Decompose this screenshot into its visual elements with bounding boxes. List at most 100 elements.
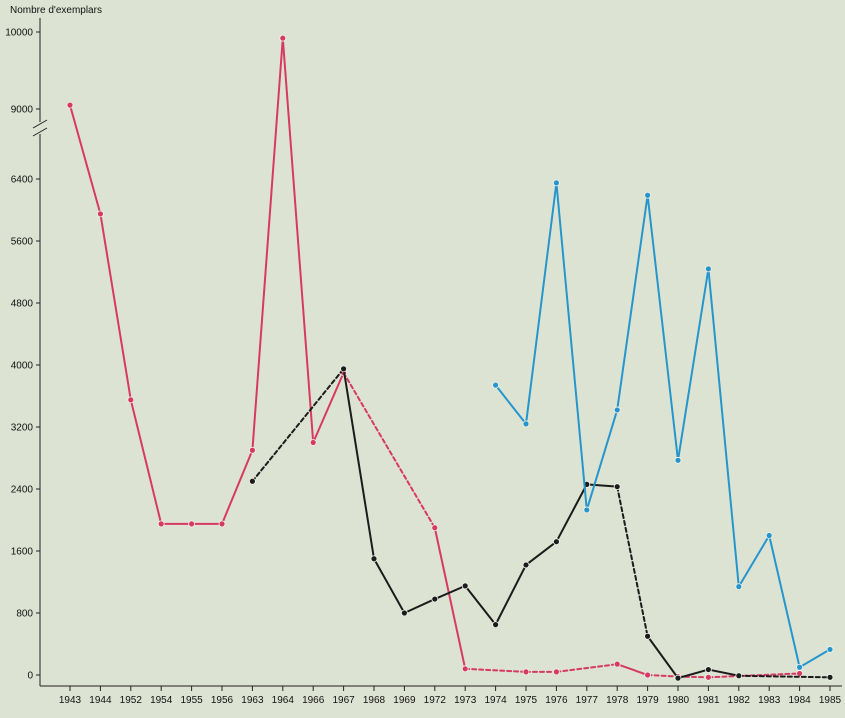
x-tick-label: 1982 <box>728 695 751 706</box>
series-blue-segment <box>646 194 679 462</box>
series-blue-point <box>553 179 560 187</box>
y-tick-label: 10000 <box>5 28 33 39</box>
series-black-segment <box>677 668 710 680</box>
x-tick-label: 1968 <box>363 695 386 706</box>
series-pink-point <box>644 671 651 679</box>
series-black-segment <box>342 367 375 560</box>
series-pink-point <box>157 520 165 528</box>
y-axis-label: Nombre d'exemplars <box>10 5 102 16</box>
x-tick-label: 1985 <box>819 695 842 706</box>
series-black-point <box>492 621 500 629</box>
x-tick-label: 1974 <box>484 695 507 706</box>
series-pink-point <box>613 660 621 668</box>
x-tick-label: 1975 <box>515 695 538 706</box>
series-blue-segment <box>707 267 740 588</box>
series-black-point <box>370 555 378 563</box>
series-pink-point <box>279 34 287 42</box>
series-black-segment <box>737 674 831 679</box>
y-tick-label: 4800 <box>11 299 34 310</box>
series-blue-point <box>492 381 500 389</box>
x-tick-label: 1943 <box>59 695 82 706</box>
y-tick-label: 6400 <box>11 175 34 186</box>
x-tick-label: 1954 <box>150 695 173 706</box>
series-black-point <box>553 538 560 546</box>
series-black-segment <box>464 584 497 626</box>
series-pink-segment <box>221 449 254 525</box>
series-pink-point <box>127 396 135 404</box>
x-tick-label: 1978 <box>606 695 629 706</box>
series-black-point <box>340 365 348 373</box>
series-layer <box>66 34 834 682</box>
series-pink-point <box>248 446 256 454</box>
y-tick-label: 4000 <box>11 361 34 372</box>
series-blue-segment <box>737 534 771 588</box>
series-black-point <box>522 561 530 569</box>
series-pink-segment <box>677 675 710 679</box>
series-black <box>248 365 834 682</box>
series-pink-point <box>218 520 226 528</box>
series-blue-segment <box>555 181 588 511</box>
series-pink-segment <box>616 663 649 676</box>
series-black-segment <box>373 557 406 614</box>
series-pink-segment <box>281 37 315 444</box>
series-pink-segment <box>646 674 679 678</box>
series-blue-segment <box>677 267 710 462</box>
series-pink-point <box>431 524 439 532</box>
y-tick-label: 9000 <box>11 105 34 116</box>
series-pink-point <box>461 665 469 673</box>
series-black-point <box>400 609 408 617</box>
series-blue-point <box>705 265 712 273</box>
series-black-segment <box>616 485 649 638</box>
series-pink-segment <box>312 371 345 444</box>
series-black-point <box>613 483 621 491</box>
y-tick-label: 1600 <box>11 547 34 558</box>
series-blue-point <box>583 506 591 514</box>
series-blue-point <box>522 420 530 428</box>
y-tick-label: 800 <box>16 609 33 620</box>
x-tick-label: 1983 <box>758 695 781 706</box>
series-blue-point <box>796 663 803 671</box>
series-blue-point <box>826 646 834 653</box>
series-pink-segment <box>129 398 163 525</box>
series-pink-point <box>66 101 74 109</box>
x-tick-label: 1969 <box>393 695 416 706</box>
series-pink <box>66 34 803 681</box>
series-pink-point <box>522 668 530 676</box>
y-tick-label: 0 <box>27 671 33 682</box>
series-blue-point <box>735 583 743 591</box>
series-blue-point <box>644 191 651 199</box>
y-tick-label: 5600 <box>11 237 34 248</box>
x-tick-label: 1944 <box>89 695 112 706</box>
x-tick-label: 1981 <box>697 695 720 706</box>
series-blue-segment <box>494 384 527 425</box>
series-pink-point <box>188 520 196 528</box>
x-tick-label: 1980 <box>667 695 690 706</box>
series-blue-point <box>765 532 773 539</box>
series-pink-segment <box>433 526 467 670</box>
series-black-segment <box>646 635 679 680</box>
series-black-point <box>705 666 712 673</box>
x-tick-label: 1973 <box>454 695 477 706</box>
series-blue <box>492 179 834 671</box>
x-tick-label: 1955 <box>180 695 203 706</box>
x-tick-label: 1967 <box>332 695 355 706</box>
series-black-segment <box>403 598 436 614</box>
x-tick-label: 1984 <box>788 695 811 706</box>
series-pink-segment <box>464 667 527 673</box>
series-blue-segment <box>585 408 619 511</box>
series-pink-segment <box>69 104 102 215</box>
x-tick-label: 1963 <box>241 695 264 706</box>
series-pink-segment <box>342 371 436 529</box>
series-black-point <box>674 674 682 682</box>
axis-break-mark <box>32 119 48 137</box>
x-tick-label: 1966 <box>302 695 325 706</box>
series-blue-segment <box>798 648 831 669</box>
series-pink-point <box>553 668 560 676</box>
series-black-segment <box>707 668 740 677</box>
series-blue-segment <box>768 534 801 669</box>
series-black-segment <box>251 367 345 483</box>
x-tick-label: 1979 <box>636 695 659 706</box>
x-tick-label: 1956 <box>211 695 234 706</box>
series-black-point <box>735 672 743 680</box>
